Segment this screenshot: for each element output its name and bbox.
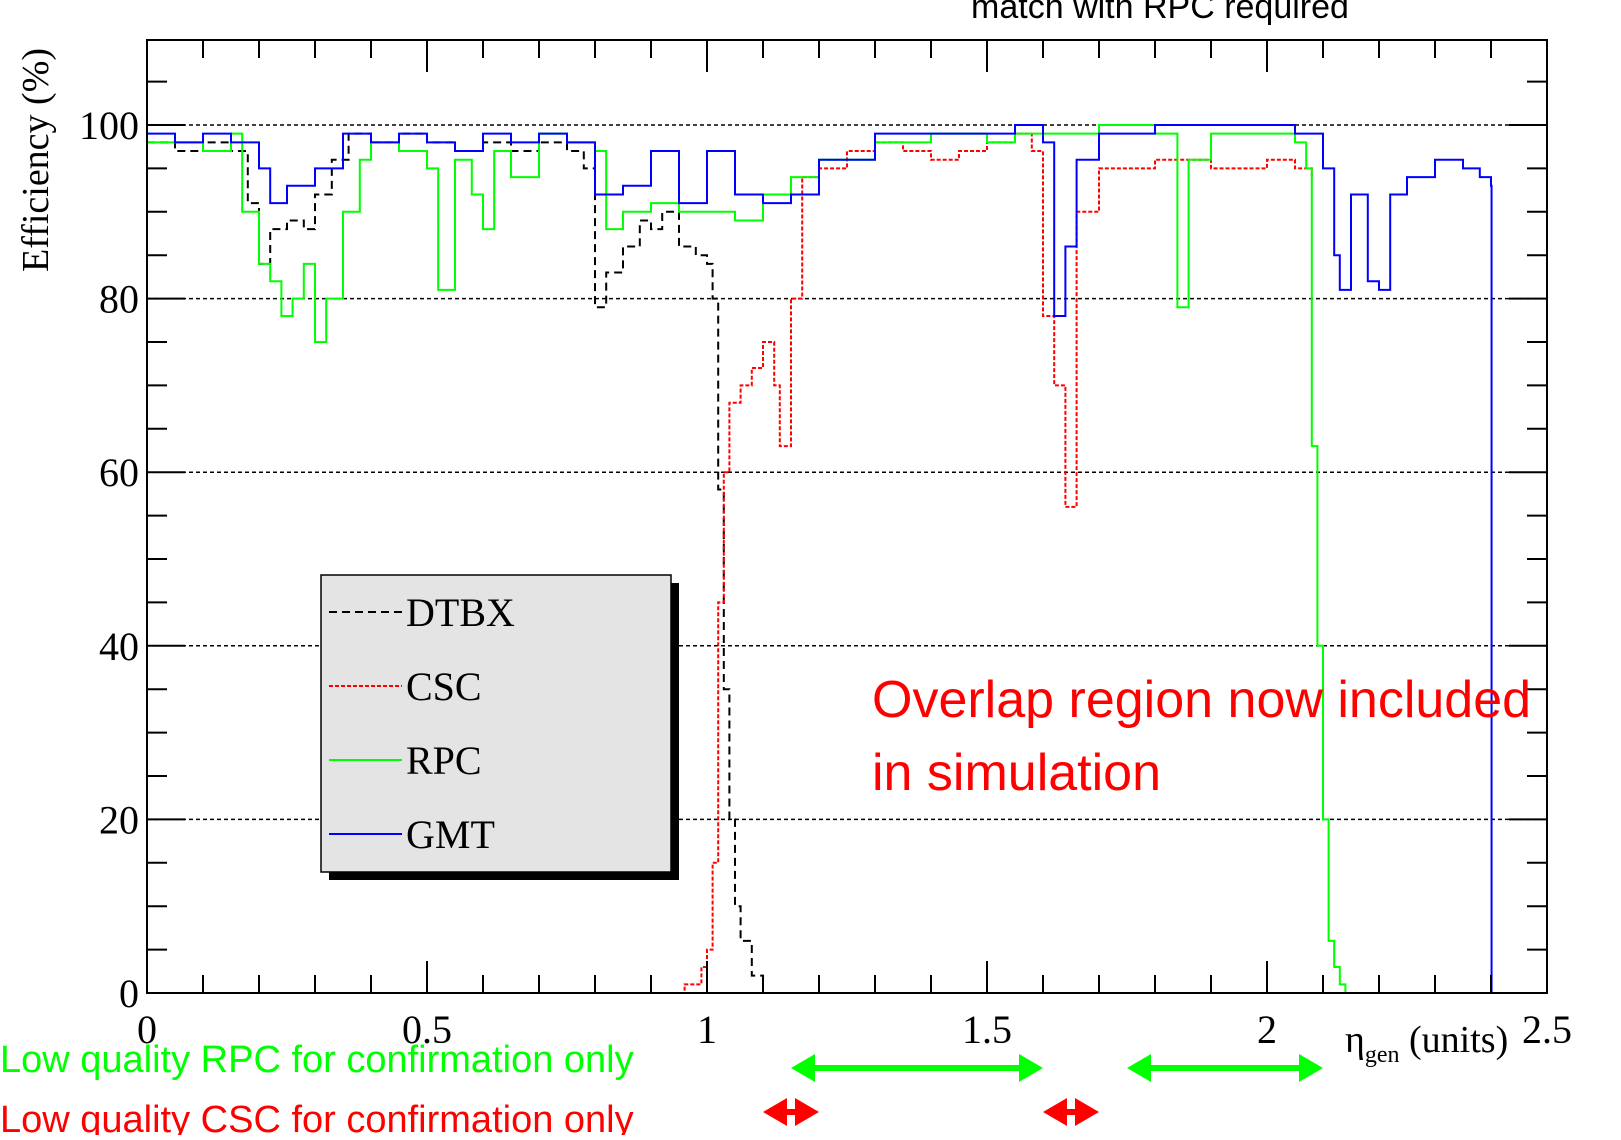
legend-label-csc: CSC bbox=[406, 664, 482, 709]
range-arrow-head-right bbox=[795, 1098, 819, 1126]
series-line-rpc bbox=[147, 124, 1491, 994]
range-arrow-head-left bbox=[1043, 1098, 1067, 1126]
legend-label-dtbx: DTBX bbox=[406, 590, 515, 635]
x-axis-label-unit: (units) bbox=[1400, 1019, 1509, 1061]
x-tick-label: 1.5 bbox=[962, 1007, 1012, 1052]
legend-label-rpc: RPC bbox=[406, 738, 482, 783]
x-tick-label: 2 bbox=[1257, 1007, 1277, 1052]
legend: DTBX CSC RPC GMT bbox=[320, 574, 679, 880]
ticks-layer: 0 20 40 60 80 100 0 0.5 1 1.5 2 2.5 bbox=[79, 40, 1572, 1052]
annotation-text: in simulation bbox=[872, 744, 1161, 802]
x-axis-label: ηgen (units) bbox=[1345, 1019, 1508, 1068]
series-line-csc bbox=[147, 132, 1313, 994]
x-tick-label: 1 bbox=[697, 1007, 717, 1052]
y-tick-label: 0 bbox=[119, 971, 139, 1016]
range-arrow-head-right bbox=[1075, 1098, 1099, 1126]
y-tick-label: 100 bbox=[79, 103, 139, 148]
y-axis-label: Efficiency (%) bbox=[15, 48, 57, 272]
x-tick-label: 0 bbox=[137, 1007, 157, 1052]
marker-layer bbox=[763, 1054, 1323, 1126]
range-arrow-head-left bbox=[763, 1098, 787, 1126]
range-arrow-head-right bbox=[1019, 1054, 1043, 1082]
annotation-text: Low quality CSC for confirmation only bbox=[0, 1099, 634, 1135]
annotation-layer: Overlap region now included in simulation… bbox=[0, 671, 1531, 1140]
x-axis-label-eta: η bbox=[1345, 1019, 1365, 1061]
y-tick-label: 60 bbox=[99, 450, 139, 495]
y-tick-label: 40 bbox=[99, 624, 139, 669]
y-tick-label: 80 bbox=[99, 277, 139, 322]
legend-label-gmt: GMT bbox=[406, 812, 495, 857]
legend-items: DTBX CSC RPC GMT bbox=[329, 590, 515, 857]
range-arrow-head-left bbox=[791, 1054, 815, 1082]
series-line-gmt bbox=[147, 124, 1547, 994]
annotation-text: Low quality RPC for confirmation only bbox=[0, 1039, 634, 1081]
annotation-text: Overlap region now included bbox=[872, 671, 1531, 729]
series-layer bbox=[147, 124, 1547, 994]
range-arrow-head-right bbox=[1299, 1054, 1323, 1082]
x-tick-label: 2.5 bbox=[1522, 1007, 1572, 1052]
y-tick-label: 20 bbox=[99, 797, 139, 842]
x-tick-label: 0.5 bbox=[402, 1007, 452, 1052]
chart-title: match with RPC required bbox=[971, 0, 1349, 26]
range-arrow-head-left bbox=[1127, 1054, 1151, 1082]
legend-box bbox=[320, 574, 672, 873]
x-axis-label-sub: gen bbox=[1365, 1042, 1400, 1068]
